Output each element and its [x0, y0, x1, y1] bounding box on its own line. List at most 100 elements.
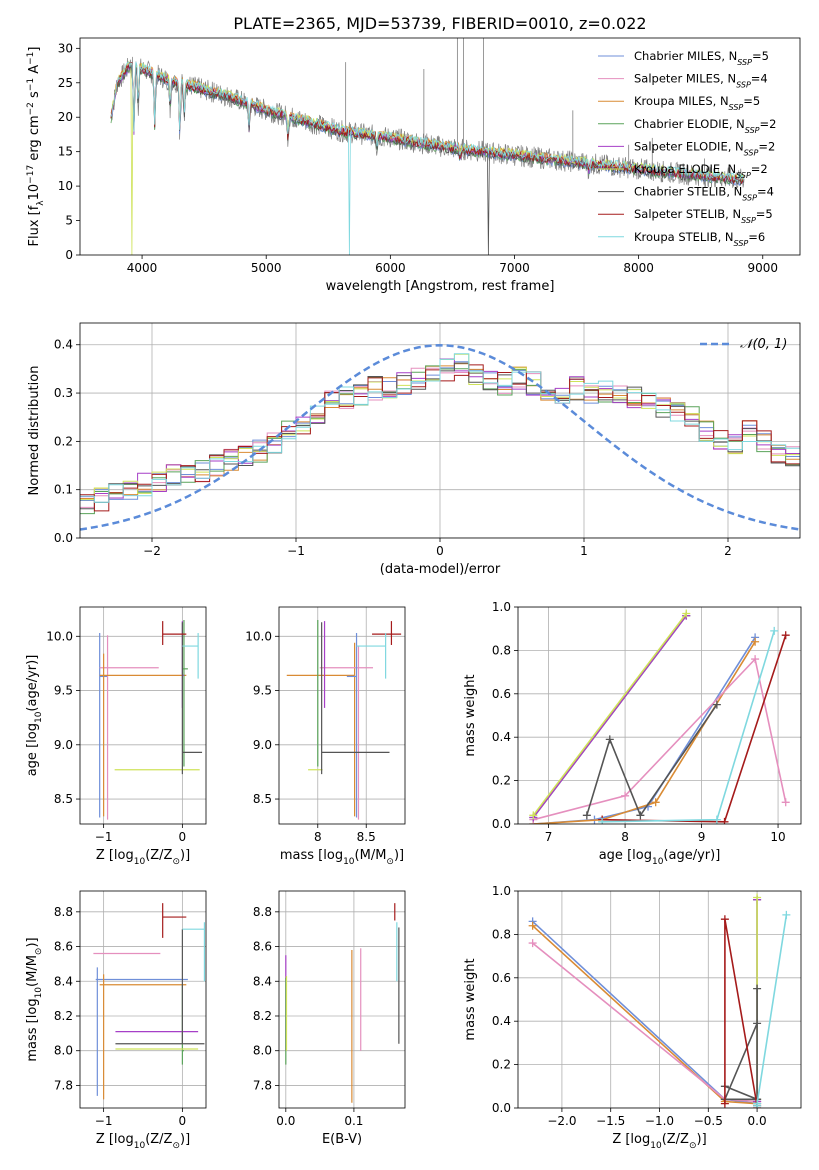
- legend-sub: SSP: [737, 58, 752, 67]
- label-part: (age/yr)]: [25, 655, 40, 712]
- y-axis-label: Normed distribution: [27, 366, 42, 496]
- label-part: )]: [180, 1132, 190, 1147]
- errorbar-point: [115, 929, 205, 1045]
- plot-area-weight_vs_age: [518, 607, 801, 824]
- panel-mass_vs_Z: −1 07.88.08.28.48.68.8Z [log10(Z/Z⊙)]mass…: [25, 890, 207, 1151]
- y-tick-label: 10: [58, 179, 73, 193]
- x-tick-label: 9000: [747, 261, 778, 275]
- label-part: (Z/Z: [662, 1132, 689, 1147]
- histogram-salpeter_elodie: [80, 358, 800, 499]
- axes-frame: [79, 890, 207, 1109]
- x-axis-label: (data-model)/error: [380, 562, 501, 577]
- legend-sub: SSP: [729, 103, 744, 112]
- errorbar-point: [321, 622, 390, 775]
- axes-weight_vs_Z: −2.0 −1.5 −1.0 −0.5 0.0 0.0 0.2 0.4 0.6 0.8 1.0 Z […: [463, 884, 767, 1151]
- weight-marker: [720, 915, 729, 924]
- x-tick-label: 0: [436, 544, 444, 558]
- label-part: Z [log: [96, 1132, 134, 1147]
- histogram-chabrier_elodie: [80, 365, 800, 515]
- panel-mass_vs_ebv: 0.0 0.1 7.8 8.0 8.2 8.4 8.6 8.8 E(B-V): [253, 890, 406, 1147]
- x-tick-label: −1.0: [645, 1114, 674, 1128]
- legend-suffix: =5: [752, 49, 769, 63]
- label-part: ⊙: [172, 1141, 180, 1151]
- y-tick-label: 8.5: [253, 792, 272, 806]
- label-part: ⊙: [386, 857, 394, 867]
- x-axis-label: Z [log10(Z/Z⊙)]: [96, 1132, 190, 1151]
- plot-area-mass_vs_ebv: [279, 891, 405, 1108]
- y-tick-label: 10.0: [46, 629, 73, 643]
- legend-sub: SSP: [741, 216, 756, 225]
- y-tick-label: 0.2: [492, 1058, 511, 1072]
- y-tick-label: 0.4: [492, 730, 511, 744]
- x-tick-label: −1: [95, 1114, 113, 1128]
- y-tick-label: 0.0: [492, 1101, 511, 1115]
- y-tick-label: 0.2: [492, 774, 511, 788]
- y-tick-label: 0.6: [492, 971, 511, 985]
- x-tick-label: 0: [179, 1114, 187, 1128]
- legend-suffix: =6: [748, 230, 765, 244]
- weight-marker: [582, 811, 591, 820]
- x-tick-label: 5000: [251, 261, 282, 275]
- weight-marker: [770, 626, 779, 635]
- legend-label: Chabrier STELIB, NSSP=4: [634, 185, 774, 203]
- label-part: Z [log: [612, 1132, 650, 1147]
- legend-sub: SSP: [736, 171, 751, 180]
- weight-marker: [712, 700, 721, 709]
- label-part: (Z/Z: [145, 1132, 172, 1147]
- weight-marker: [651, 798, 660, 807]
- weight-line-chabrier_miles: [532, 920, 758, 1105]
- weight-line-salpeter_miles: [532, 942, 758, 1103]
- x-tick-label: 0.1: [344, 1114, 363, 1128]
- weight-marker: [753, 893, 762, 902]
- weight-marker: [720, 817, 729, 824]
- label-part: 10: [134, 1141, 146, 1151]
- errorbar-point: [181, 622, 203, 775]
- axes-residuals: −2 −1 0 1 2 0.0 0.1 0.2 0.3 0.4 (data-model)/error…: [27, 338, 732, 577]
- weight-marker: [781, 631, 790, 640]
- weight-marker: [682, 609, 691, 618]
- legend-label: 𝒩(0, 1): [740, 337, 787, 352]
- histogram-salpeter_miles: [80, 367, 800, 508]
- y-tick-label: 10.0: [245, 629, 272, 643]
- y-tick-label: 8.0: [253, 1044, 272, 1058]
- x-tick-label: 8: [621, 830, 629, 844]
- label-part: ⊙: [34, 948, 44, 956]
- weight-line-chabrier_miles: [533, 636, 756, 824]
- histogram-chabrier_stelib: [80, 362, 800, 510]
- y-tick-label: 15: [58, 145, 73, 159]
- label-part: ]: [27, 47, 42, 52]
- x-axis-label: Z [log10(Z/Z⊙)]: [96, 848, 190, 867]
- y-tick-label: 0.0: [492, 817, 511, 831]
- label-part: )]: [697, 1132, 707, 1147]
- label-part: A: [27, 65, 42, 78]
- y-tick-label: 0.2: [54, 434, 73, 448]
- axes-frame: [517, 606, 802, 825]
- plot-area-mass_vs_Z: [80, 891, 206, 1108]
- label-part: −1: [26, 78, 36, 91]
- x-tick-label: 7000: [499, 261, 530, 275]
- plot-area-age_vs_mass: [279, 607, 405, 824]
- weight-line-chabrier_stelib: [586, 704, 718, 817]
- axes-age_vs_Z: −1 08.59.09.510.0Z [log10(Z/Z⊙)]age [log1…: [25, 629, 190, 867]
- label-part: age [log: [599, 848, 652, 863]
- label-part: mass [log: [25, 998, 40, 1061]
- label-part: s: [27, 91, 42, 102]
- axes-mass_vs_Z: −1 07.88.08.28.48.68.8Z [log10(Z/Z⊙)]mass…: [25, 905, 190, 1151]
- legend-label: Chabrier MILES, NSSP=5: [634, 49, 769, 67]
- y-tick-label: 25: [58, 76, 73, 90]
- weight-line-kroupa_elodie: [532, 613, 687, 816]
- legend-sub: SSP: [734, 238, 749, 247]
- weight-line-kroupa_stelib: [756, 914, 788, 1106]
- plot-area-spectrum: [110, 38, 745, 255]
- y-tick-label: 8.5: [54, 792, 73, 806]
- axes-frame: [278, 606, 406, 825]
- y-tick-label: 8.8: [253, 905, 272, 919]
- legend-text: Kroupa ELODIE, N: [634, 162, 736, 176]
- x-tick-label: 4000: [127, 261, 158, 275]
- axes-frame: [79, 322, 801, 539]
- label-part: age [log: [25, 723, 40, 776]
- weight-marker: [753, 984, 762, 993]
